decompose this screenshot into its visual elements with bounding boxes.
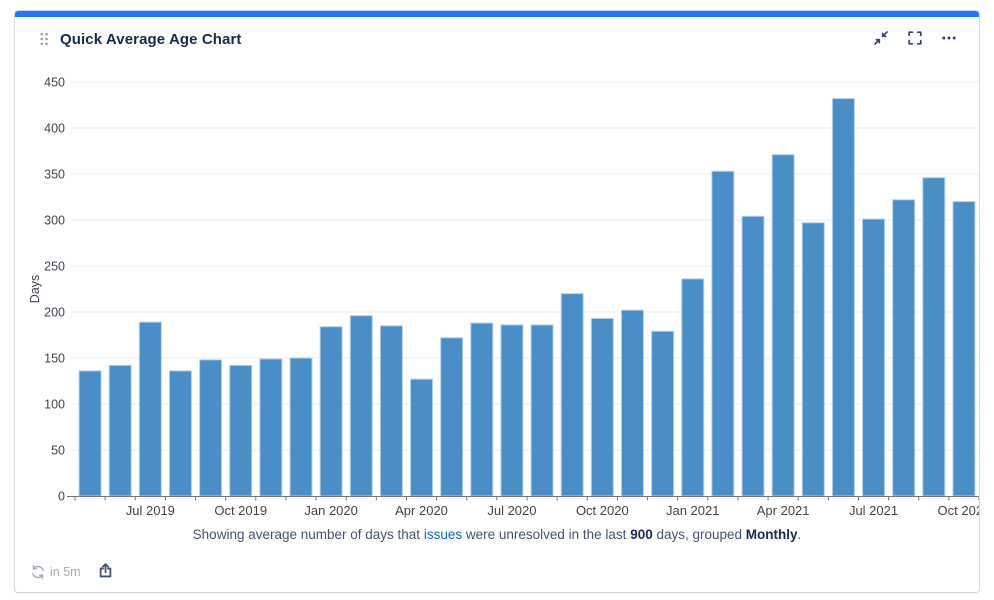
refresh-countdown: in 5m — [50, 565, 81, 579]
bar[interactable] — [138, 321, 162, 497]
x-axis-tick-label: Jan 2020 — [304, 503, 358, 518]
caption-days-value: 900 — [630, 527, 653, 542]
bar[interactable] — [741, 215, 765, 497]
bar[interactable] — [440, 337, 464, 497]
gadget-actions — [871, 28, 959, 51]
caption-text: were unresolved in the last — [462, 527, 631, 542]
issues-link[interactable]: issues — [423, 527, 463, 542]
y-axis-title: Days — [28, 275, 42, 303]
fullscreen-brackets-icon — [907, 30, 923, 49]
bar[interactable] — [78, 370, 102, 497]
bar[interactable] — [530, 324, 554, 497]
bar[interactable] — [379, 325, 403, 497]
bar[interactable] — [108, 364, 132, 497]
bar[interactable] — [892, 199, 916, 497]
caption-text: days, grouped — [652, 527, 746, 542]
x-axis-tick-label: Apr 2020 — [395, 503, 448, 518]
y-axis-tick-label: 400 — [44, 122, 65, 136]
bar[interactable] — [470, 322, 494, 497]
caption-grouping-value: Monthly — [745, 527, 798, 542]
minimize-diagonal-arrows-icon — [873, 30, 889, 49]
caption-text: . — [797, 527, 802, 542]
y-axis-tick-label: 50 — [51, 444, 65, 458]
bar[interactable] — [168, 370, 192, 497]
bar[interactable] — [319, 326, 343, 497]
gadget-accent-bar — [15, 11, 979, 17]
bar[interactable] — [620, 309, 644, 497]
drag-handle-icon[interactable] — [39, 31, 49, 47]
x-axis-tick-label: Jul 2020 — [487, 503, 536, 518]
bar[interactable] — [229, 364, 253, 497]
bar[interactable] — [831, 98, 855, 497]
y-axis-tick-label: 250 — [44, 260, 65, 274]
gadget-statusbar: in 5m — [15, 545, 979, 584]
x-axis-tick-label: Oct 2021 — [938, 503, 979, 518]
chart-caption: Showing average number of days that issu… — [15, 525, 979, 545]
x-axis-tick-label: Oct 2020 — [576, 503, 629, 518]
bar[interactable] — [590, 317, 614, 497]
ellipsis-icon — [941, 30, 957, 49]
refresh-icon[interactable] — [31, 565, 45, 579]
y-axis-tick-label: 350 — [44, 168, 65, 182]
bar[interactable] — [801, 222, 825, 497]
x-axis-tick-label: Jan 2021 — [666, 503, 720, 518]
share-export-icon — [97, 562, 114, 582]
y-axis-tick-label: 0 — [58, 490, 65, 504]
bar[interactable] — [922, 177, 946, 497]
bar[interactable] — [771, 154, 795, 497]
bar[interactable] — [199, 359, 223, 497]
bar[interactable] — [289, 357, 313, 497]
bar[interactable] — [349, 315, 373, 497]
x-axis-tick-label: Apr 2021 — [757, 503, 810, 518]
minimize-button[interactable] — [871, 28, 891, 51]
bar[interactable] — [862, 218, 886, 497]
y-axis-tick-label: 300 — [44, 214, 65, 228]
bar[interactable] — [560, 293, 584, 497]
gadget-title: Quick Average Age Chart — [60, 30, 242, 48]
bar[interactable] — [681, 278, 705, 497]
bar[interactable] — [952, 201, 976, 497]
y-axis-tick-label: 150 — [44, 352, 65, 366]
y-axis-tick-label: 100 — [44, 398, 65, 412]
y-axis-tick-label: 450 — [44, 76, 65, 90]
y-axis-tick-label: 200 — [44, 306, 65, 320]
average-age-bar-chart: 0 50 100 150 200 250 300 350 400 450 Days Jul 2019 O… — [28, 76, 979, 518]
bar[interactable] — [410, 378, 434, 497]
more-options-button[interactable] — [939, 28, 959, 51]
gadget-header: Quick Average Age Chart — [15, 17, 979, 61]
x-axis-tick-label: Oct 2019 — [214, 503, 267, 518]
share-button[interactable] — [95, 560, 116, 584]
x-axis-tick-label: Jul 2019 — [126, 503, 175, 518]
x-axis-tick-label: Jul 2021 — [849, 503, 898, 518]
bar[interactable] — [500, 324, 524, 497]
bar[interactable] — [711, 170, 735, 497]
bar[interactable] — [259, 358, 283, 497]
caption-text: Showing average number of days that — [192, 527, 424, 542]
bar[interactable] — [651, 330, 675, 497]
fullscreen-button[interactable] — [905, 28, 925, 51]
dashboard-gadget-card: Quick Average Age Chart — [14, 10, 980, 593]
